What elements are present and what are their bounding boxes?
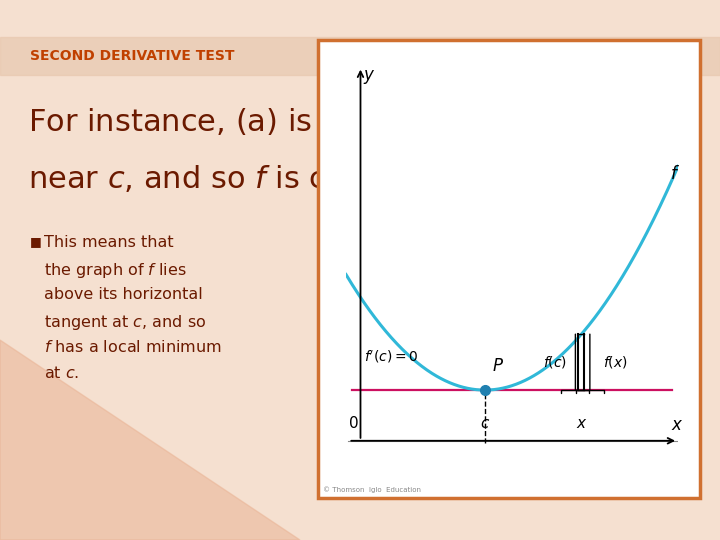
Text: above its horizontal: above its horizontal bbox=[44, 287, 203, 302]
Text: ■: ■ bbox=[30, 235, 42, 248]
Polygon shape bbox=[0, 340, 300, 540]
Bar bbox=[0, 37, 720, 75]
Text: This means that: This means that bbox=[44, 235, 174, 250]
Text: $y$: $y$ bbox=[363, 69, 375, 86]
Text: $c$: $c$ bbox=[480, 416, 490, 431]
Text: at $c$.: at $c$. bbox=[44, 365, 79, 381]
Text: SECOND DERIVATIVE TEST: SECOND DERIVATIVE TEST bbox=[30, 49, 235, 63]
Text: tangent at $c$, and so: tangent at $c$, and so bbox=[44, 313, 206, 332]
Text: $P$: $P$ bbox=[492, 357, 504, 375]
Text: $f'(c)=0$: $f'(c)=0$ bbox=[364, 349, 418, 365]
Text: $f(c)$: $f(c)$ bbox=[543, 354, 567, 370]
Text: For instance, (a) is true because $f\!''(x) > 0$: For instance, (a) is true because $f\!''… bbox=[28, 105, 648, 138]
Text: $0$: $0$ bbox=[348, 415, 359, 431]
Text: near $c$, and so $f$ is concave upward near $c$.: near $c$, and so $f$ is concave upward n… bbox=[28, 164, 674, 197]
Text: $x$: $x$ bbox=[576, 416, 588, 431]
Text: the graph of $f$ lies: the graph of $f$ lies bbox=[44, 261, 186, 280]
Text: $f$ has a local minimum: $f$ has a local minimum bbox=[44, 339, 222, 355]
Text: $f(x)$: $f(x)$ bbox=[603, 354, 628, 370]
Text: $x$: $x$ bbox=[670, 416, 683, 434]
FancyBboxPatch shape bbox=[318, 40, 700, 498]
Text: $f$: $f$ bbox=[670, 165, 680, 184]
Text: © Thomson  Iglo  Education: © Thomson Iglo Education bbox=[323, 487, 421, 493]
